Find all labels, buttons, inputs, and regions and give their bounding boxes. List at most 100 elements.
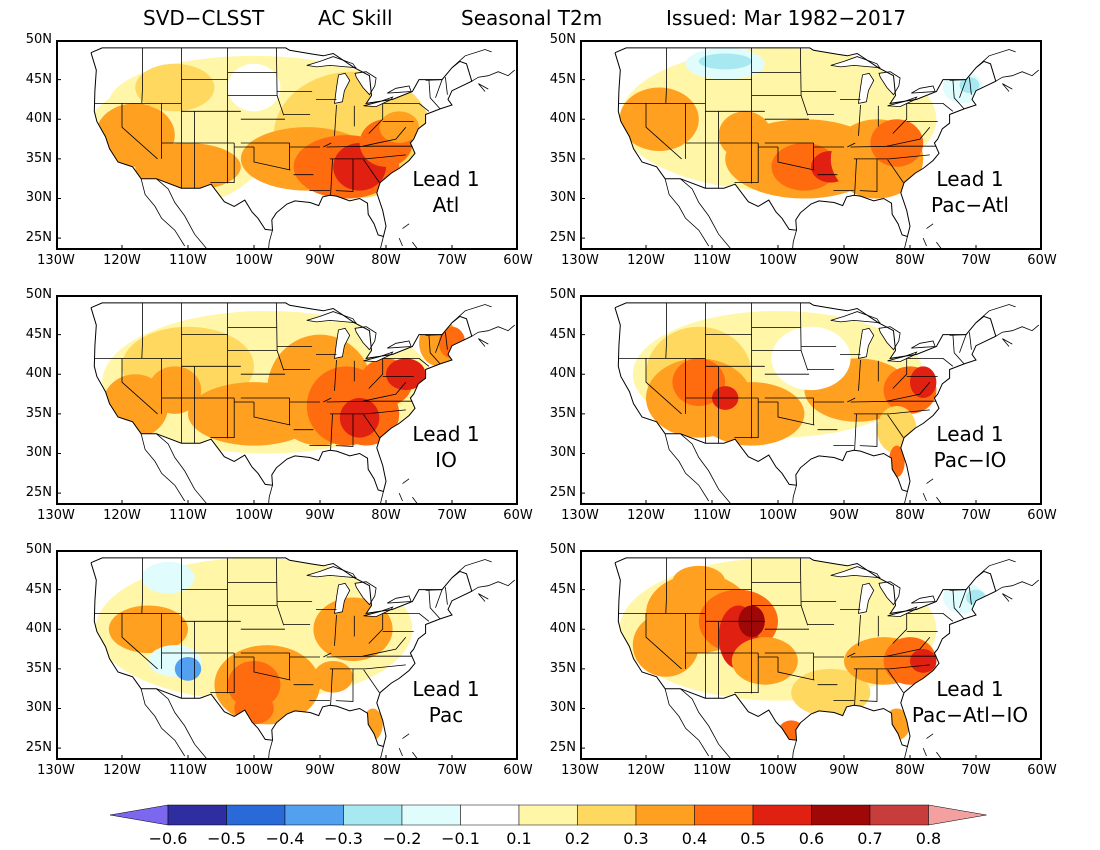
boundary-line (428, 79, 441, 110)
boundary-line (445, 332, 448, 350)
lat-label: 45N (549, 71, 576, 87)
boundary-line (926, 478, 934, 484)
lon-label: 130W (37, 763, 75, 778)
panel-lead: Lead 1 (412, 167, 480, 191)
lon-label: 100W (759, 763, 797, 778)
boundary-line (1002, 338, 1013, 347)
lon-label: 100W (759, 253, 797, 268)
skill-region (227, 660, 281, 709)
figure-title: SVD−CLSST AC Skill Seasonal T2m Issued: … (0, 4, 1100, 32)
boundary-line (382, 358, 430, 367)
lat-label: 25N (25, 230, 52, 246)
boundary-line (398, 492, 403, 502)
boundary-line (268, 230, 273, 250)
boundary-line (952, 334, 965, 365)
colorbar-label: −0.3 (324, 829, 363, 848)
lake-outline (911, 595, 936, 604)
boundary-line (330, 413, 333, 451)
boundary-line (959, 79, 967, 98)
boundary-line (253, 657, 291, 681)
panel-label: Lead 1 IO (386, 421, 506, 473)
lon-label: 70W (437, 508, 467, 523)
boundary-line (210, 143, 235, 183)
lon-label: 130W (561, 508, 599, 523)
colorbar-low-arrow (109, 804, 169, 826)
boundary-line (268, 485, 273, 505)
colorbar-label: 0.2 (564, 829, 591, 848)
boundary-line (792, 230, 797, 250)
boundary-line (959, 589, 967, 608)
boundary-line (903, 236, 908, 250)
boundary-line (402, 478, 410, 484)
boundary-line (906, 613, 954, 622)
lake-outline (334, 327, 351, 359)
lake-outline (334, 582, 351, 614)
boundary-line (847, 397, 856, 403)
boundary-line (335, 190, 354, 192)
lon-label: 120W (103, 253, 141, 268)
lat-label: 30N (549, 190, 576, 206)
colorbar-swatch (284, 804, 344, 826)
skill-region (883, 708, 910, 741)
boundary-line (276, 557, 285, 626)
skill-region (379, 111, 420, 144)
boundary-line (276, 302, 285, 371)
skill-region (386, 358, 426, 391)
boundary-line (402, 733, 410, 739)
map-panel-pacatl (580, 40, 1042, 250)
lon-label: 60W (503, 253, 533, 268)
boundary-line (949, 334, 967, 336)
skill-region (771, 326, 851, 391)
colorbar-label: −0.5 (207, 829, 246, 848)
boundary-line (363, 669, 380, 693)
skill-region (910, 649, 937, 673)
skill-region (313, 597, 393, 661)
lat-label: 45N (25, 326, 52, 342)
boundary-line (645, 613, 682, 670)
boundary-line (922, 492, 927, 502)
boundary-line (141, 302, 143, 359)
boundary-line (859, 190, 878, 192)
lake-outline (887, 606, 918, 618)
boundary-line (335, 445, 354, 447)
boundary-line (156, 688, 209, 760)
lon-label: 90W (305, 508, 335, 523)
boundary-line (478, 83, 489, 92)
lon-label: 130W (37, 253, 75, 268)
lat-label: 40N (25, 621, 52, 637)
boundary-line (334, 104, 337, 136)
boundary-line (892, 103, 908, 134)
lon-label: 100W (759, 508, 797, 523)
lon-label: 80W (895, 253, 925, 268)
lake-outline (387, 85, 412, 94)
lon-label: 70W (961, 253, 991, 268)
boundary-line (435, 79, 443, 98)
lon-label: 120W (627, 508, 665, 523)
lon-label: 110W (169, 763, 207, 778)
lat-label: 25N (25, 740, 52, 756)
lon-label: 60W (1027, 763, 1057, 778)
boundary-line (680, 433, 733, 505)
lat-label: 25N (549, 485, 576, 501)
lake-outline (387, 340, 412, 349)
colorbar-swatch (577, 804, 637, 826)
lat-label: 35N (549, 660, 576, 676)
colorbar-swatch (226, 804, 286, 826)
boundary-line (792, 485, 797, 505)
boundary-line (995, 579, 1039, 592)
boundary-line (858, 614, 861, 646)
lat-label: 30N (549, 445, 576, 461)
boundary-line (382, 613, 430, 622)
boundary-line (680, 178, 733, 250)
boundary-line (428, 589, 441, 620)
boundary-line (854, 158, 857, 196)
panel-frame (56, 40, 518, 250)
boundary-line (952, 79, 965, 110)
boundary-line (858, 359, 861, 391)
lat-label: 40N (549, 366, 576, 382)
boundary-line (854, 413, 857, 451)
colorbar-swatch (460, 804, 520, 826)
panel-frame (56, 550, 518, 760)
boundary-line (853, 409, 930, 415)
lat-label: 25N (549, 740, 576, 756)
